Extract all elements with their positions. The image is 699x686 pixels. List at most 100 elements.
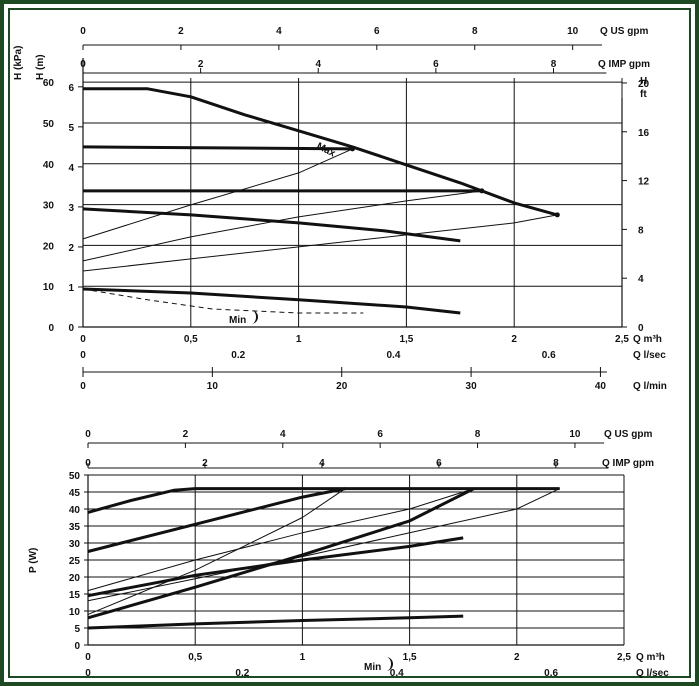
us-gpm-tick-label: 6 (374, 26, 380, 37)
lsec-tick-label: 0 (85, 668, 91, 679)
us-gpm-tick-label: 6 (377, 429, 383, 440)
us-gpm-axis-label: Q US gpm (600, 26, 648, 37)
m3h-tick-label: 0,5 (188, 652, 202, 663)
ft-tick-label: 12 (638, 177, 650, 188)
head-curve-8 (82, 214, 558, 272)
curve-marker (479, 188, 485, 194)
m-tick-label: 6 (68, 83, 74, 94)
y-axis-unit-ft: ft (640, 89, 647, 100)
power-tick-label: 35 (69, 522, 81, 533)
lmin-axis-label: Q l/min (633, 381, 667, 392)
us-gpm-tick-label: 4 (280, 429, 286, 440)
m3h-tick-label: 1,5 (399, 334, 413, 345)
m-tick-label: 2 (68, 243, 74, 254)
y-axis-label-ft: H (640, 76, 647, 87)
power-tick-label: 5 (74, 624, 80, 635)
head-chart-series (82, 87, 560, 315)
us-gpm-tick-label: 8 (475, 429, 481, 440)
power-curve-4 (87, 536, 464, 598)
power-tick-label: 50 (69, 471, 81, 482)
power-chart-grid (88, 474, 625, 646)
lmin-tick-label: 0 (80, 381, 86, 392)
us-gpm-tick-label: 4 (276, 26, 282, 37)
curve-marker (350, 146, 355, 152)
power-curve-1 (87, 487, 560, 514)
imp-gpm-tick-label: 8 (551, 59, 557, 70)
curve-marker (554, 212, 560, 218)
head-curve-1 (83, 87, 558, 217)
min-moon-icon (251, 310, 258, 324)
head-curve-5 (82, 287, 461, 315)
head-curve-4 (82, 207, 461, 243)
m-tick-label: 3 (68, 203, 74, 214)
kpa-tick-label: 60 (43, 78, 55, 89)
lsec-tick-label: 0.2 (231, 350, 245, 361)
power-tick-label: 0 (74, 641, 80, 652)
power-tick-label: 20 (69, 573, 81, 584)
lmin-tick-label: 40 (595, 381, 607, 392)
imp-gpm-tick-label: 6 (433, 59, 439, 70)
m3h-axis-label: Q m³h (636, 652, 665, 663)
lmin-tick-label: 30 (466, 381, 478, 392)
imp-gpm-tick-label: 0 (85, 458, 91, 469)
ft-tick-label: 8 (638, 225, 644, 236)
head-curve-7 (82, 190, 482, 262)
lsec-tick-label: 0.4 (387, 350, 401, 361)
power-tick-label: 25 (69, 556, 81, 567)
power-tick-label: 15 (69, 590, 81, 601)
kpa-tick-label: 0 (48, 323, 54, 334)
power-curve-2 (87, 487, 346, 553)
power-curve-3 (87, 487, 475, 620)
imp-gpm-axis-label: Q IMP gpm (602, 458, 654, 469)
imp-gpm-tick-label: 4 (315, 59, 321, 70)
power-curve-8 (87, 488, 560, 602)
min-annotation-power: Min (364, 662, 381, 673)
imp-gpm-tick-label: 0 (80, 59, 86, 70)
m-tick-label: 4 (68, 163, 74, 174)
lsec-axis-label: Q l/sec (636, 668, 669, 679)
figure-border-inner (8, 8, 691, 678)
kpa-tick-label: 20 (43, 241, 55, 252)
us-gpm-tick-label: 8 (472, 26, 478, 37)
us-gpm-tick-label: 10 (569, 429, 581, 440)
power-curve-7 (87, 488, 475, 592)
power-chart-series (87, 487, 560, 630)
m-tick-label: 5 (68, 123, 74, 134)
m3h-tick-label: 2,5 (615, 334, 629, 345)
m3h-tick-label: 2 (511, 334, 517, 345)
imp-gpm-axis-label: Q IMP gpm (598, 59, 650, 70)
ft-tick-label: 4 (638, 274, 644, 285)
m3h-tick-label: 1,5 (403, 652, 417, 663)
ft-tick-label: 20 (638, 79, 650, 90)
head-chart-grid (83, 78, 623, 328)
power-tick-label: 10 (69, 607, 81, 618)
m3h-tick-label: 2,5 (617, 652, 631, 663)
imp-gpm-tick-label: 8 (553, 458, 559, 469)
lmin-tick-label: 20 (336, 381, 348, 392)
kpa-tick-label: 40 (43, 160, 55, 171)
m-tick-label: 1 (68, 283, 74, 294)
m3h-tick-label: 1 (300, 652, 306, 663)
kpa-tick-label: 10 (43, 282, 55, 293)
head-curve-2 (82, 145, 353, 151)
m-tick-label: 0 (68, 323, 74, 334)
power-curve-5 (87, 614, 464, 630)
us-gpm-tick-label: 0 (85, 429, 91, 440)
m3h-tick-label: 0 (80, 334, 86, 345)
y-axis-label-m: H (m) (35, 54, 46, 80)
us-gpm-tick-label: 0 (80, 26, 86, 37)
imp-gpm-tick-label: 6 (436, 458, 442, 469)
lsec-tick-label: 0.2 (235, 668, 249, 679)
lsec-tick-label: 0 (80, 350, 86, 361)
kpa-tick-label: 30 (43, 201, 55, 212)
power-tick-label: 30 (69, 539, 81, 550)
imp-gpm-tick-label: 2 (198, 59, 204, 70)
kpa-tick-label: 50 (43, 119, 55, 130)
min-annotation: Min (229, 315, 246, 326)
imp-gpm-tick-label: 2 (202, 458, 208, 469)
m3h-tick-label: 0 (85, 652, 91, 663)
